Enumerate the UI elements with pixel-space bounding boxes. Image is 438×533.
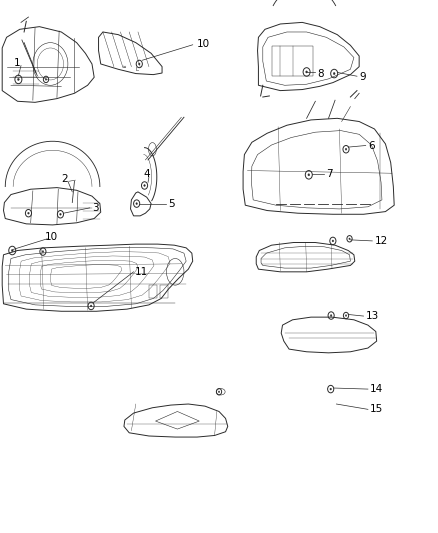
Circle shape: [349, 238, 350, 240]
Circle shape: [218, 391, 220, 392]
Circle shape: [306, 71, 307, 73]
Circle shape: [144, 184, 145, 187]
Text: 13: 13: [366, 311, 379, 321]
Circle shape: [136, 203, 138, 205]
Text: 9: 9: [359, 72, 366, 82]
Circle shape: [332, 240, 334, 242]
Text: 11: 11: [135, 267, 148, 277]
Circle shape: [11, 249, 13, 252]
Circle shape: [28, 212, 29, 214]
Bar: [272, 46, 313, 76]
Circle shape: [330, 314, 332, 317]
Text: 1: 1: [13, 58, 20, 68]
Text: 6: 6: [368, 141, 374, 150]
Text: 8: 8: [318, 69, 324, 78]
Text: 10: 10: [197, 39, 210, 49]
Text: 5: 5: [169, 199, 175, 208]
Circle shape: [42, 251, 44, 253]
Text: L: L: [136, 67, 139, 72]
Text: 14: 14: [370, 384, 383, 394]
Text: 7: 7: [326, 169, 333, 179]
Text: 3: 3: [92, 203, 99, 213]
Circle shape: [346, 314, 347, 316]
Text: 15: 15: [370, 405, 383, 414]
Text: 10: 10: [45, 232, 58, 242]
Text: 2: 2: [61, 174, 68, 184]
Text: $\approx$: $\approx$: [120, 64, 127, 70]
Circle shape: [138, 63, 140, 65]
Circle shape: [18, 78, 19, 80]
Circle shape: [308, 174, 310, 176]
Circle shape: [333, 72, 335, 75]
Bar: [149, 285, 157, 298]
Circle shape: [345, 148, 347, 150]
Circle shape: [330, 388, 332, 390]
Circle shape: [60, 213, 61, 215]
Circle shape: [90, 305, 92, 307]
Text: 4: 4: [144, 169, 151, 179]
Bar: [160, 285, 168, 298]
Text: 12: 12: [374, 236, 388, 246]
